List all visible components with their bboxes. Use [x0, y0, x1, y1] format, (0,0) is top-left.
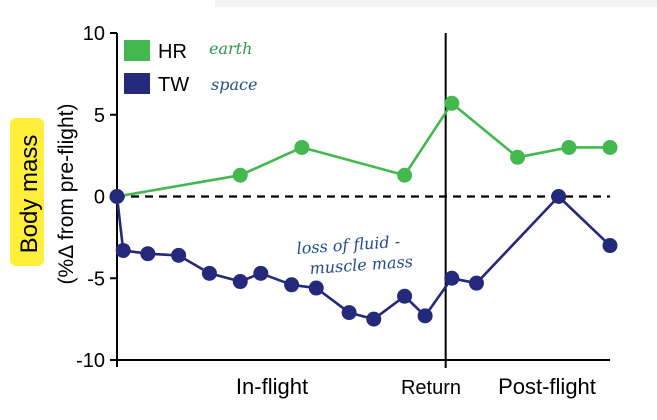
- point-tw-11: [397, 288, 413, 304]
- point-tw-10: [366, 311, 382, 327]
- phase-labels: In-flight Return Post-flight: [236, 374, 596, 399]
- series-points: [109, 95, 618, 327]
- ylabel-main: Body mass: [16, 135, 43, 254]
- legend-label-hr: HR: [158, 41, 187, 63]
- point-tw-6: [253, 265, 269, 281]
- axes: 10 5 0 -5 -10: [76, 23, 610, 372]
- point-tw-15: [551, 189, 567, 204]
- legend-swatch-hr: [124, 40, 150, 61]
- point-hr-1: [232, 167, 248, 183]
- top-strip: [215, 0, 657, 7]
- point-hr-5: [510, 149, 526, 165]
- series-lines: [115, 102, 611, 321]
- point-tw-2: [140, 246, 156, 262]
- handwritten-earth: earth: [209, 39, 252, 58]
- y-tick-label-2: 0: [94, 187, 105, 209]
- ylabel-sub: (%Δ from pre-flight): [55, 104, 78, 285]
- point-tw-14: [468, 275, 484, 291]
- point-tw-1: [115, 242, 131, 258]
- point-hr-4: [444, 95, 460, 111]
- legend: HR earth TW space: [124, 39, 257, 96]
- ylabel-highlight: [10, 118, 44, 266]
- point-tw-12: [417, 308, 433, 324]
- point-hr-2: [294, 139, 310, 155]
- point-hr-7: [602, 139, 618, 155]
- point-tw-9: [341, 305, 357, 321]
- y-tick-label-1: 5: [94, 105, 105, 127]
- y-tick-label-3: -5: [87, 268, 105, 290]
- phase-label-post-flight: Post-flight: [498, 374, 596, 399]
- point-tw-8: [308, 280, 324, 296]
- point-tw-16: [602, 238, 618, 254]
- point-tw-4: [201, 265, 217, 281]
- point-tw-0: [109, 189, 125, 204]
- point-tw-3: [171, 247, 187, 263]
- y-axis-title: Body mass (%Δ from pre-flight): [10, 104, 78, 285]
- handwritten-space: space: [211, 75, 257, 94]
- point-tw-13: [444, 270, 460, 286]
- legend-swatch-tw: [124, 73, 150, 94]
- point-hr-3: [397, 167, 413, 183]
- point-hr-6: [561, 139, 577, 155]
- y-tick-label-0: 10: [83, 23, 105, 45]
- handwritten-annotation: loss of fluid - muscle mass: [296, 232, 414, 278]
- point-tw-7: [284, 277, 300, 293]
- phase-label-return: Return: [401, 377, 461, 399]
- phase-label-in-flight: In-flight: [236, 374, 308, 399]
- legend-label-tw: TW: [158, 74, 189, 96]
- y-tick-label-4: -10: [76, 350, 105, 372]
- series-line-hr: [116, 102, 610, 198]
- point-tw-5: [232, 274, 248, 290]
